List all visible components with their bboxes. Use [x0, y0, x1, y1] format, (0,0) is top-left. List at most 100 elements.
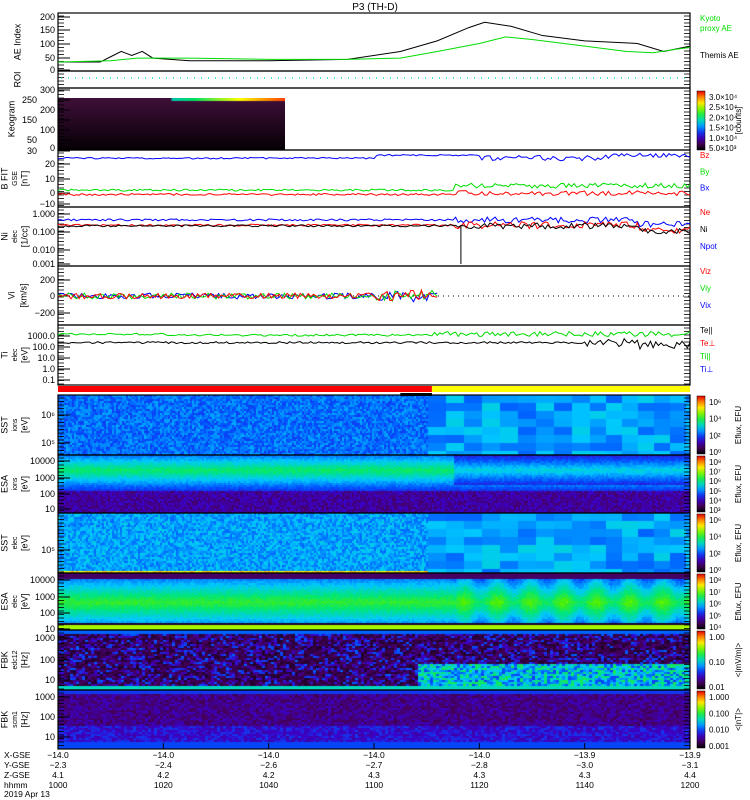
y-tick-label: 0.001 [32, 259, 55, 269]
panel-label: [eV] [19, 347, 29, 363]
y-tick-label: −10 [40, 199, 55, 209]
x-axis-value: −13.9 [574, 750, 596, 760]
burst-bar [400, 393, 432, 396]
panel-label: ESA [0, 592, 9, 610]
y-tick-label: 0 [50, 143, 55, 153]
panel-frame [57, 12, 691, 72]
panel-label: [nT] [19, 171, 29, 187]
colorbar-unit: [counts] [734, 106, 743, 134]
y-tick-label: 1000.0 [27, 331, 55, 341]
ae-series-themis [58, 21, 691, 63]
colorbar-unit: Eflux, EFU [734, 406, 743, 444]
ni-line [57, 222, 691, 235]
y-tick-label: 10 [45, 174, 55, 184]
colorbar-label: 0.010 [709, 726, 730, 735]
x-axis-value: 1100 [365, 780, 384, 790]
x-axis-row-label: Z-GSE [4, 770, 30, 780]
panel-label: [km/s] [18, 284, 28, 308]
x-axis-row-label: X-GSE [4, 750, 31, 760]
colorbar-label: 10⁶ [709, 398, 721, 407]
panel-esa_i: 10000 1000 100 10 ESA ions [eV] 10⁸10⁷10⁶10⁵10⁴… [0, 454, 743, 515]
plot-title: P3 (TH-D) [352, 2, 398, 13]
x-axis-value: 4.3 [368, 770, 380, 780]
colorbar-label: 10⁶ [709, 516, 721, 525]
colorbar-label: 10⁴ [709, 415, 722, 424]
x-axis-value: 1020 [154, 780, 173, 790]
panel-label: ions [12, 418, 19, 431]
mode-bar-fast [431, 386, 690, 392]
legend-bx: Bx [700, 184, 709, 193]
x-axis-value: 4.3 [473, 770, 485, 780]
legend-ni: Ni [700, 225, 708, 234]
y-tick-label: 10000 [30, 575, 55, 585]
y-tick-label: 0 [50, 188, 55, 198]
y-tick-label: 0.100 [32, 227, 55, 237]
bx-line [57, 152, 691, 162]
colorbar-label: 10⁶ [709, 600, 721, 609]
panel-label: FBK [0, 651, 9, 669]
panel-sst_e: 10⁵ SST elec [eV] 10⁶ 10⁴ 10² 10⁰ Eflux, EFU [0, 512, 743, 575]
colorbar-label: 10⁵ [709, 611, 721, 620]
panel-label: elec [12, 536, 19, 549]
panel-label: [eV] [19, 535, 29, 551]
panel-label: scm1 [12, 711, 19, 728]
panel-label: [eV] [19, 417, 29, 433]
x-axis-value: 1140 [576, 780, 595, 790]
colorbar-esa_e [696, 573, 706, 630]
legend-kyoto: Kyoto [700, 14, 721, 23]
panel-frame [57, 512, 691, 574]
y-tick-label: 200 [40, 105, 55, 115]
x-axis-value: −14.0 [47, 750, 69, 760]
colorbar-esa_i [696, 455, 706, 513]
x-axis-row-label: hhmm [4, 780, 28, 790]
x-axis-value: −3.0 [576, 760, 593, 770]
y-tick-label: 100 [40, 489, 55, 499]
panel-label: FBK [0, 711, 9, 729]
colorbar-label: 10⁵ [709, 487, 721, 496]
y-tick-label: 10⁵ [41, 545, 55, 555]
colorbar-label: 10⁴ [709, 623, 722, 632]
y-tick-label: 100 [40, 712, 55, 722]
y-tick-label: 1.0 [42, 364, 55, 374]
y-tick-label: 150 [22, 115, 37, 125]
panel-label: elec [12, 595, 19, 608]
x-axis-value: −14.0 [469, 750, 491, 760]
colorbar-fbk_e [696, 630, 706, 690]
colorbar-label: 10⁴ [709, 533, 722, 542]
legend-by: By [700, 167, 709, 176]
viz-line [57, 288, 438, 302]
panel-roi: ROI [12, 70, 691, 89]
panel-label: [Hz] [19, 652, 29, 668]
y-tick-label: 0 [50, 291, 55, 301]
y-tick-label: 50 [27, 135, 37, 145]
colorbar-label: 0.100 [709, 709, 730, 718]
x-axis-value: 4.4 [684, 770, 696, 780]
x-axis-value: 4.1 [52, 770, 64, 780]
x-axis-value: 1040 [259, 780, 278, 790]
spectrogram-sst_e [58, 513, 690, 573]
x-axis-value: −14.0 [258, 750, 280, 760]
x-axis-value: −14.0 [153, 750, 175, 760]
x-axis-value: 1200 [681, 780, 700, 790]
panel-frame [57, 572, 691, 631]
panel-frame [57, 324, 691, 386]
panel-label: SST [0, 534, 9, 552]
ae-series-kyoto [57, 36, 691, 63]
colorbar-label: 10² [709, 549, 721, 558]
panel-label: [Hz] [19, 711, 29, 727]
colorbar-label: 1.00 [709, 633, 725, 642]
panel-label: ROI [12, 71, 22, 87]
y-tick-label: 10 [45, 675, 55, 685]
colorbar-label: 10⁴ [709, 496, 722, 505]
colorbar-label: 1.000 [709, 693, 730, 702]
colorbar-unit: <|mV/m|> [734, 642, 743, 677]
bz-line [57, 190, 691, 197]
colorbar-label: 5.0×10³ [709, 144, 737, 153]
x-axis-value: −2.8 [471, 760, 488, 770]
colorbar-keogram [696, 90, 706, 151]
legend-ne: Ne [700, 208, 711, 217]
y-tick-label: 1000 [35, 692, 55, 702]
y-tick-label: 100.0 [32, 342, 55, 352]
colorbar-label: 10⁷ [709, 468, 721, 477]
